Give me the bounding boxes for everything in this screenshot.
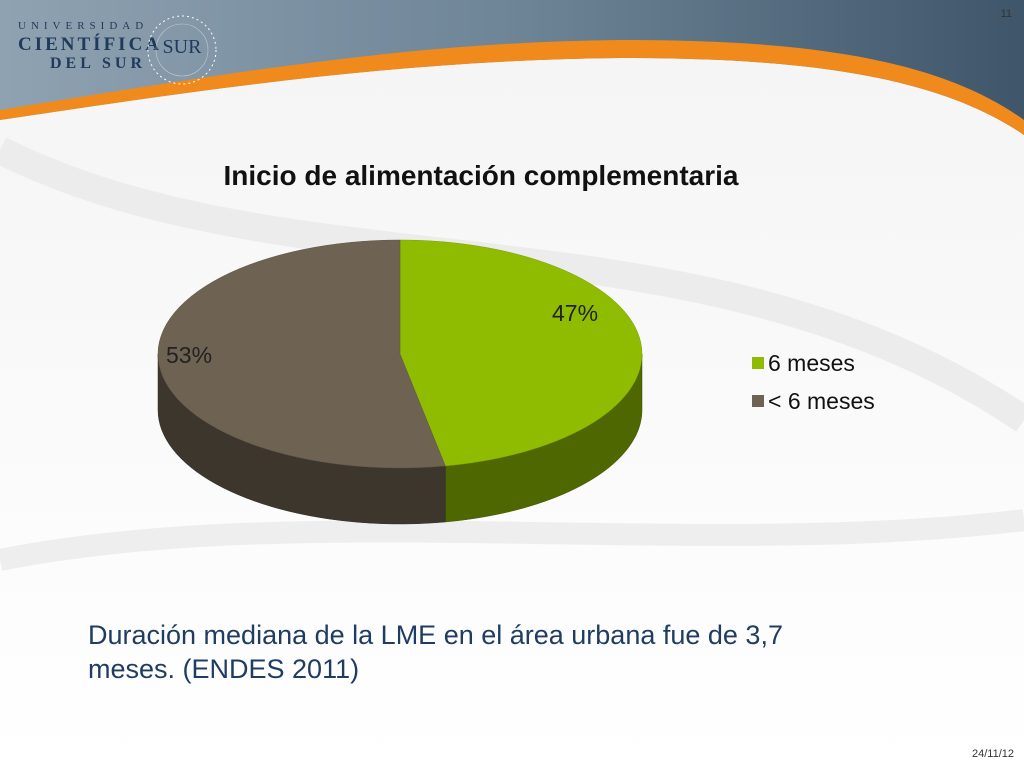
legend-label: < 6 meses [768,388,875,414]
legend-swatch [752,357,764,369]
data-label-53: 53% [166,342,213,368]
pie-slice-1 [157,239,446,469]
logo-text-line2: CIENTÍFICA [18,34,163,55]
pie-slice-0 [399,239,643,467]
footnote-text: Duración mediana de la LME en el área ur… [88,620,783,684]
seal-text: SUR [162,36,202,58]
university-seal-icon [147,15,217,85]
header-band [0,0,1024,135]
slide-number: 11 [1000,8,1012,20]
slide-date: 24/11/12 [971,748,1014,760]
logo-text-line3: DEL SUR [50,55,147,72]
legend-item-menos-6-meses: < 6 meses [752,388,875,415]
legend-label: 6 meses [768,350,855,376]
logo-text-line1: UNIVERSIDAD [18,20,149,32]
legend-swatch [752,395,764,407]
header-orange-stripe [0,40,1024,135]
legend-item-6-meses: 6 meses [752,350,855,377]
chart-title: Inicio de alimentación complementaria [223,160,739,191]
data-label-47: 47% [552,300,599,326]
